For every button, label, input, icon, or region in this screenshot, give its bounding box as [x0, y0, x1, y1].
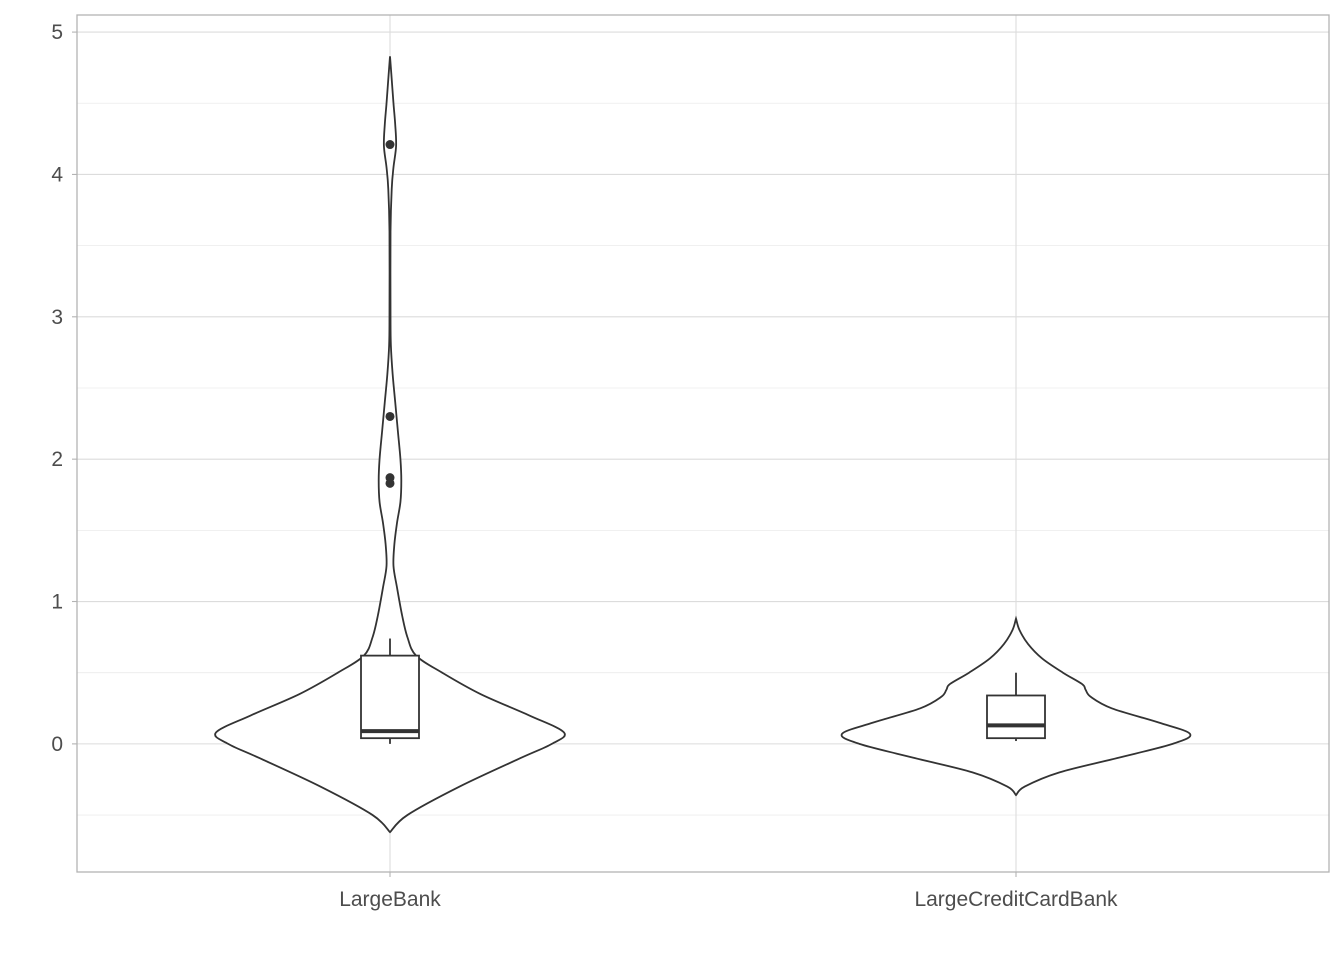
outlier-point: [385, 478, 395, 488]
y-tick-label: 3: [51, 306, 63, 329]
box-layer: [360, 638, 1046, 744]
y-tick-label: 1: [51, 591, 63, 614]
outlier-layer: [385, 140, 395, 488]
panel-border: [76, 14, 1330, 873]
box-LargeCreditCardBank: [986, 694, 1046, 740]
y-tick-label: 0: [51, 733, 63, 756]
x-tick-label: LargeCreditCardBank: [914, 888, 1118, 911]
outlier-point: [385, 140, 395, 150]
y-tick-label: 2: [51, 448, 63, 471]
y-tick-label: 5: [51, 21, 63, 44]
y-tick-label: 4: [51, 163, 63, 186]
outlier-point: [385, 411, 395, 421]
x-tick-label: LargeBank: [339, 888, 441, 911]
violin-LargeBank: [214, 56, 566, 834]
axis-layer: 0 1 2 3 4 5 LargeBank LargeCreditCardBank: [51, 21, 1118, 911]
box-LargeBank: [360, 654, 420, 740]
